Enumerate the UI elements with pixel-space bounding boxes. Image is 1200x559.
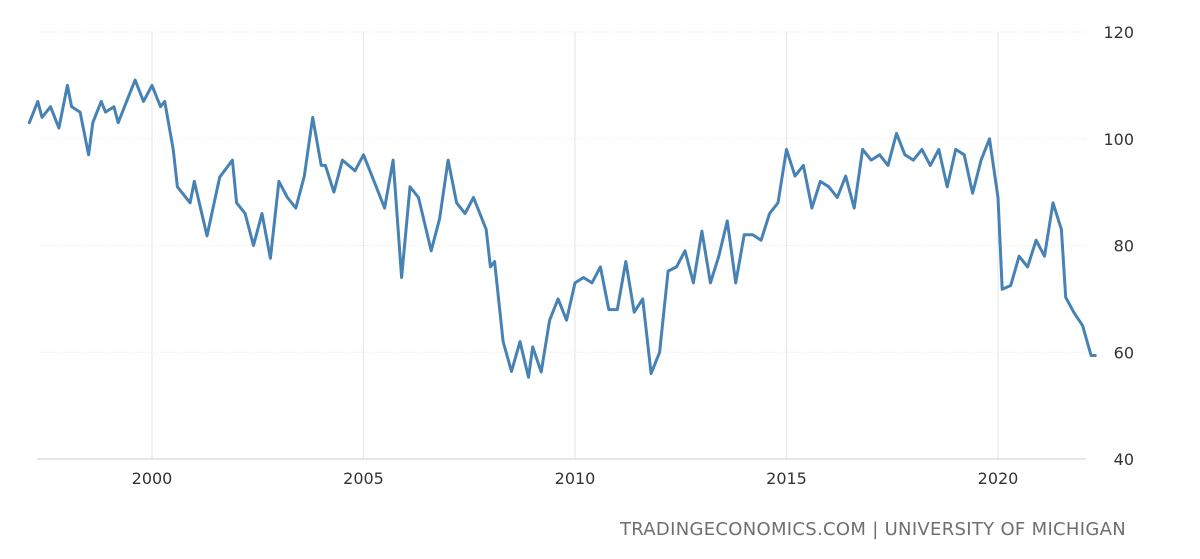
y-gridlines [37, 31, 1086, 460]
y-tick-label-80: 80 [1114, 237, 1134, 256]
x-tick-label-2015: 2015 [766, 469, 807, 488]
x-tick-label-2020: 2020 [978, 469, 1019, 488]
y-axis-tick-labels: 120 100 80 60 40 [1103, 23, 1134, 469]
series-layer [27, 78, 1097, 379]
y-tick-label-40: 40 [1114, 450, 1134, 469]
y-tick-label-120: 120 [1103, 23, 1134, 42]
series-line-0 [27, 78, 1097, 379]
x-axis-tick-labels: 2000 2005 2010 2015 2020 [132, 469, 1019, 488]
x-tick-label-2010: 2010 [555, 469, 596, 488]
y-tick-label-60: 60 [1114, 343, 1134, 362]
x-tick-label-2000: 2000 [132, 469, 173, 488]
source-attribution: TRADINGECONOMICS.COM | UNIVERSITY OF MIC… [619, 519, 1126, 540]
x-tick-label-2005: 2005 [343, 469, 384, 488]
y-tick-label-100: 100 [1103, 130, 1134, 149]
